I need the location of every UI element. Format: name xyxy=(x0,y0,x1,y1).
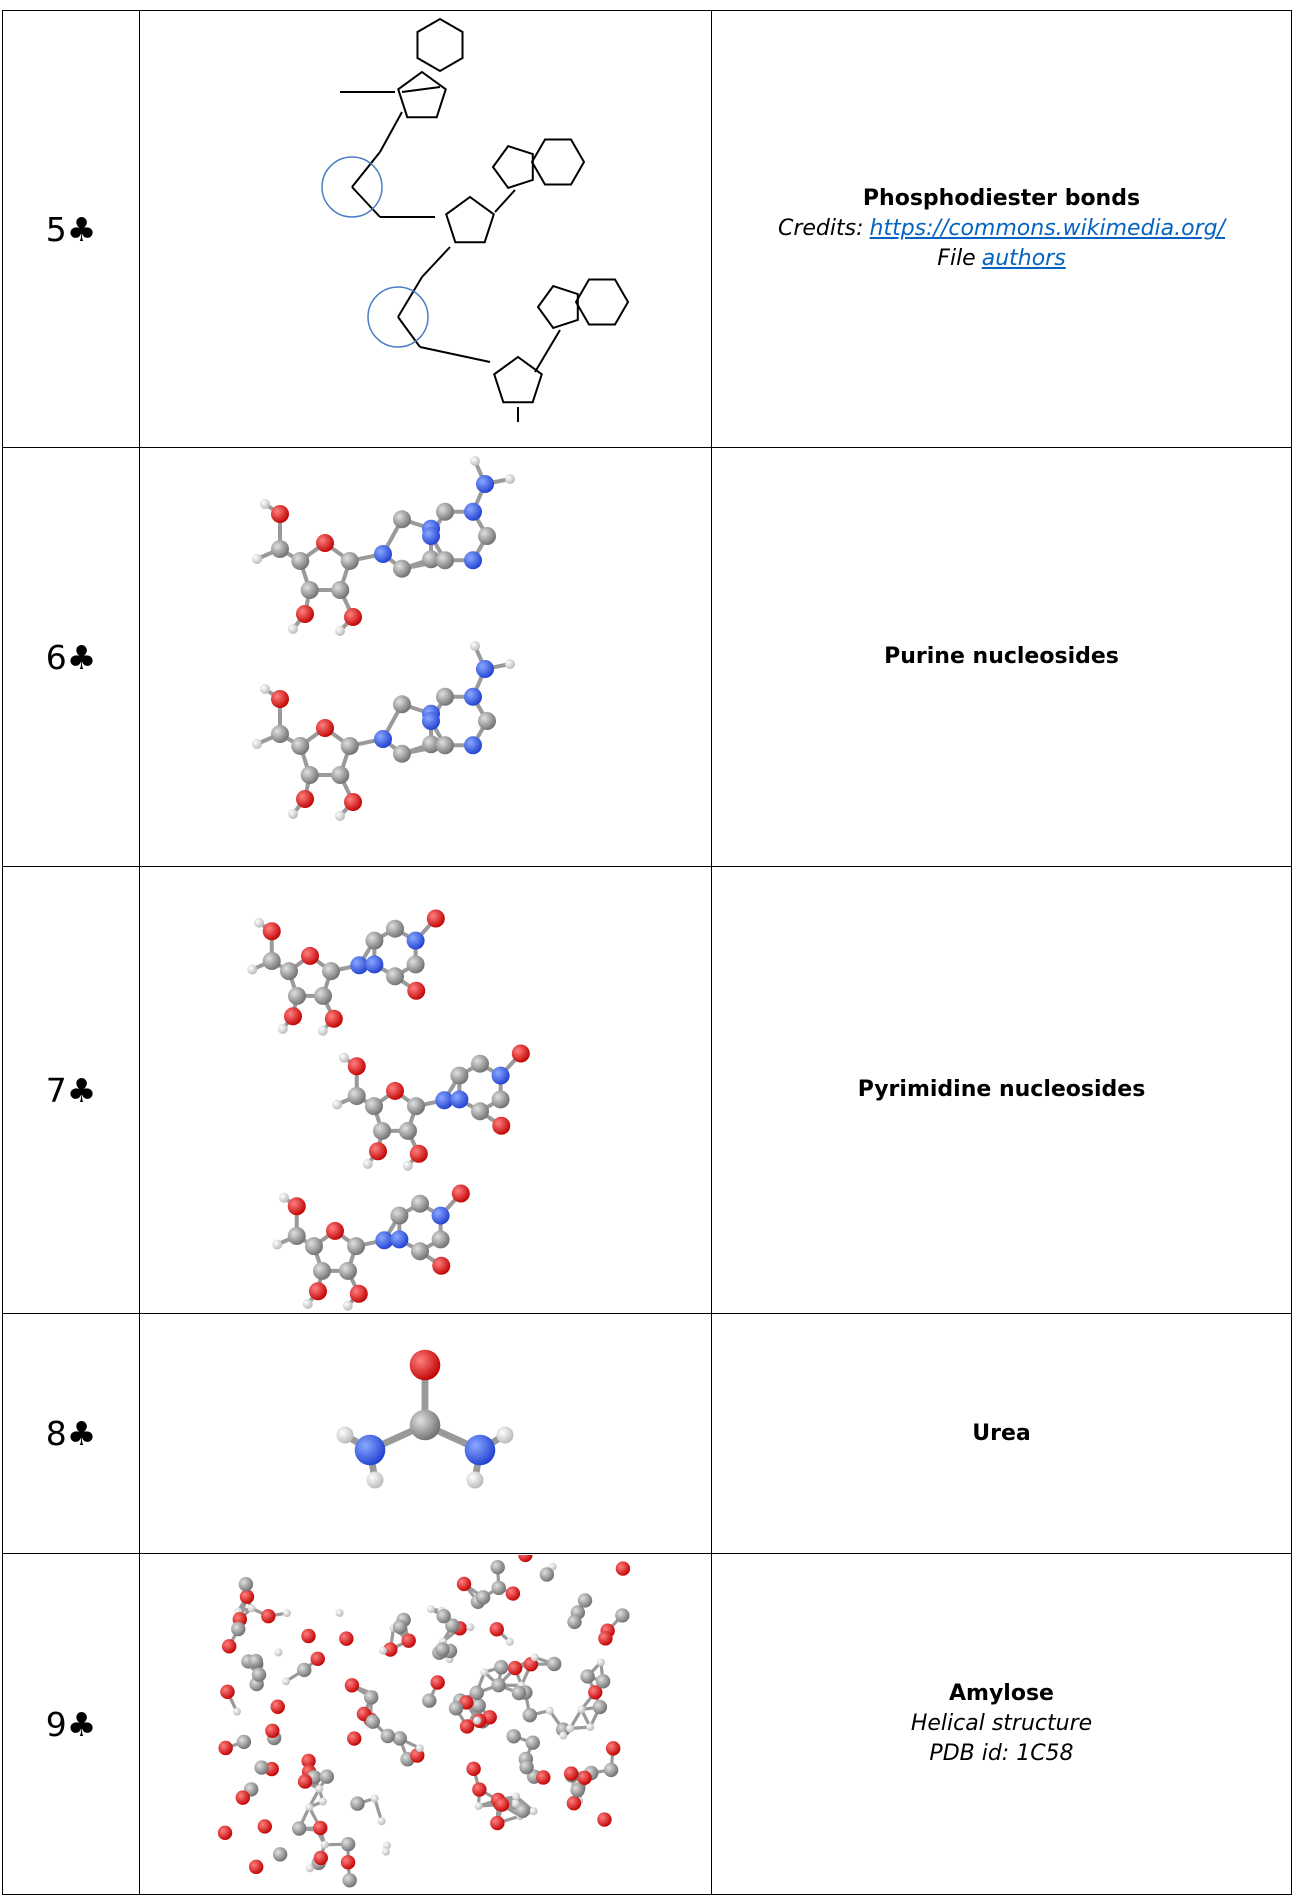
molecule-image xyxy=(140,11,712,448)
molecule xyxy=(337,1349,514,1488)
molecule xyxy=(332,1044,530,1170)
description: Pyrimidine nucleosides xyxy=(712,867,1292,1314)
molecule xyxy=(252,641,515,821)
description: Urea xyxy=(712,1314,1292,1554)
link[interactable]: https://commons.wikimedia.org/ xyxy=(870,216,1226,241)
table-row: 7♣ Pyrimidine nucleosides xyxy=(3,867,1292,1314)
description-line: PDB id: 1C58 xyxy=(712,1739,1291,1769)
text: Helical structure xyxy=(911,1711,1092,1736)
text: File xyxy=(937,246,975,271)
molecule-drawing xyxy=(140,1555,711,1894)
molecule xyxy=(252,456,515,636)
description-title: Urea xyxy=(712,1419,1291,1449)
row-number: 8♣ xyxy=(3,1314,140,1554)
description-line: File authors xyxy=(712,244,1291,274)
row-number: 7♣ xyxy=(3,867,140,1314)
molecule-drawing xyxy=(140,449,711,866)
molecule-image xyxy=(140,867,712,1314)
molecule-image xyxy=(140,1554,712,1895)
molecule xyxy=(272,1184,470,1310)
molecule xyxy=(247,909,445,1035)
description-title: Phosphodiester bonds xyxy=(712,184,1291,214)
molecule-drawing xyxy=(140,12,711,447)
link[interactable]: authors xyxy=(982,246,1066,271)
description: Purine nucleosides xyxy=(712,448,1292,867)
text: Credits: xyxy=(778,216,864,241)
molecule-drawing xyxy=(140,868,711,1313)
description-title: Purine nucleosides xyxy=(712,642,1291,672)
text: PDB id: 1C58 xyxy=(929,1741,1073,1766)
skeletal-formula xyxy=(322,19,628,422)
molecule-drawing xyxy=(140,1315,711,1553)
molecule xyxy=(218,1555,630,1887)
molecule-image xyxy=(140,448,712,867)
row-number: 6♣ xyxy=(3,448,140,867)
table-row: 8♣ Urea xyxy=(3,1314,1292,1554)
row-number: 5♣ xyxy=(3,11,140,448)
description-title: Amylose xyxy=(712,1679,1291,1709)
row-number: 9♣ xyxy=(3,1554,140,1895)
description-title: Pyrimidine nucleosides xyxy=(712,1075,1291,1105)
description-line: Helical structure xyxy=(712,1709,1291,1739)
table-row: 6♣ Purine nucleosides xyxy=(3,448,1292,867)
page: 5♣ Phosphodiester bondsCredits:https://co… xyxy=(0,0,1292,1899)
molecule-image xyxy=(140,1314,712,1554)
description-line: Credits:https://commons.wikimedia.org/ xyxy=(712,214,1291,244)
